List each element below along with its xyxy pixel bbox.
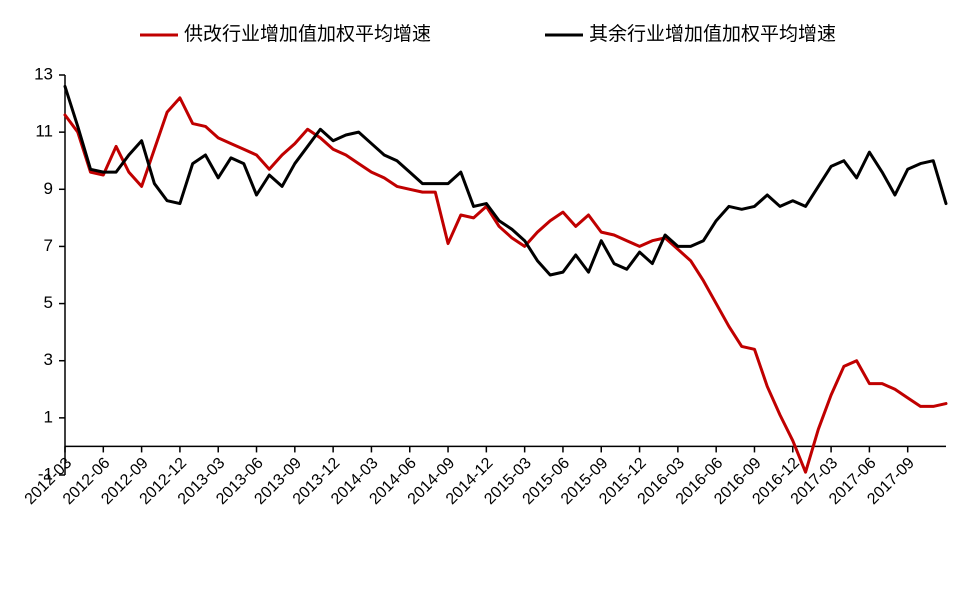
y-tick-label: 9 xyxy=(44,179,53,198)
y-tick-label: 5 xyxy=(44,293,53,312)
y-tick-label: 7 xyxy=(44,236,53,255)
y-tick-label: 13 xyxy=(34,64,53,83)
y-tick-label: 1 xyxy=(44,407,53,426)
legend-label: 供改行业增加值加权平均增速 xyxy=(184,23,431,45)
legend-label: 其余行业增加值加权平均增速 xyxy=(589,23,836,45)
y-tick-label: 3 xyxy=(44,350,53,369)
y-tick-label: 11 xyxy=(35,122,53,141)
line-chart: -11357911132012-032012-062012-092012-122… xyxy=(0,0,966,593)
